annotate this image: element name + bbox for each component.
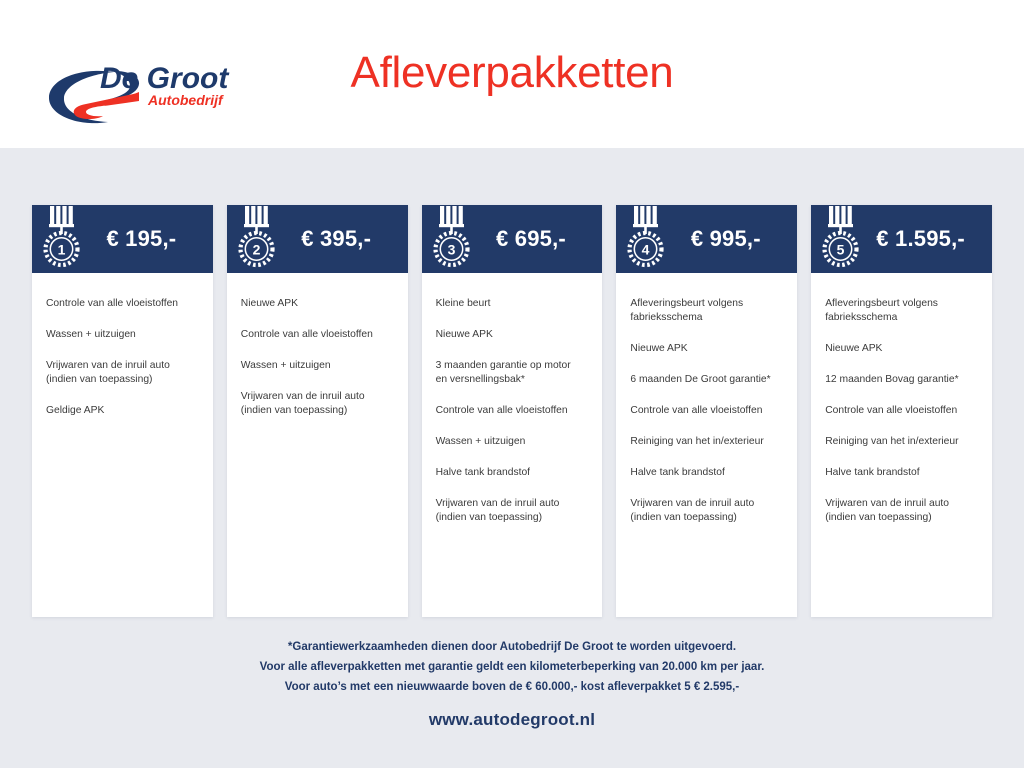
package-card-grid: 1 € 195,- Controle van alle vloeistoffen… xyxy=(32,205,992,617)
feature-item: Vrijwaren van de inruil auto (indien van… xyxy=(630,498,755,523)
feature-item: Nieuwe APK xyxy=(435,329,493,340)
footer-notes: *Garantiewerkzaamheden dienen door Autob… xyxy=(0,637,1024,697)
footer-note-line: Voor alle afleverpakketten met garantie … xyxy=(259,661,765,673)
feature-item: Nieuwe APK xyxy=(630,343,688,354)
package-card[interactable]: 1 € 195,- Controle van alle vloeistoffen… xyxy=(32,205,213,617)
feature-item: 12 maanden Bovag garantie* xyxy=(825,374,959,385)
package-feature-list: Controle van alle vloeistoffen Wassen + … xyxy=(32,273,213,617)
feature-item: Vrijwaren van de inruil auto (indien van… xyxy=(46,360,170,385)
feature-item: Controle van alle vloeistoffen xyxy=(630,405,763,416)
package-card[interactable]: 5 € 1.595,- Afleveringsbeurt volgens fab… xyxy=(811,205,992,617)
website-url[interactable]: www.autodegroot.nl xyxy=(428,710,596,729)
feature-item: Controle van alle vloeistoffen xyxy=(825,405,958,416)
de-groot-logo: De Groot Autobedrijf xyxy=(40,48,250,128)
medal-icon: 2 xyxy=(235,206,279,268)
feature-item: Controle van alle vloeistoffen xyxy=(240,329,373,340)
package-card-header: 5 € 1.595,- xyxy=(811,205,992,273)
feature-item: Reiniging van het in/exterieur xyxy=(630,436,764,447)
package-feature-list: Nieuwe APK Controle van alle vloeistoffe… xyxy=(227,273,408,617)
package-price: € 1.595,- xyxy=(876,226,965,251)
feature-item: Halve tank brandstof xyxy=(435,467,531,478)
feature-item: Nieuwe APK xyxy=(825,343,883,354)
feature-item: Reiniging van het in/exterieur xyxy=(825,436,959,447)
logo-wordmark-degroot: De Groot xyxy=(100,62,230,95)
feature-item: Wassen + uitzuigen xyxy=(435,436,526,447)
medal-icon: 3 xyxy=(430,206,474,268)
footer-note-line: Voor auto’s met een nieuwwaarde boven de… xyxy=(284,681,740,693)
feature-item: Kleine beurt xyxy=(435,298,491,309)
package-card[interactable]: 3 € 695,- Kleine beurt Nieuwe APK 3 maan… xyxy=(421,205,603,617)
package-price: € 395,- xyxy=(301,226,372,251)
header-bar: De Groot Autobedrijf Afleverpakketten xyxy=(0,0,1024,148)
package-price: € 195,- xyxy=(106,226,177,251)
medal-number: 5 xyxy=(837,242,845,258)
feature-item: Vrijwaren van de inruil auto (indien van… xyxy=(825,498,950,523)
medal-number: 3 xyxy=(447,242,455,258)
footer-note-line: *Garantiewerkzaamheden dienen door Autob… xyxy=(287,641,737,653)
feature-item: Vrijwaren van de inruil auto (indien van… xyxy=(435,498,560,523)
package-card-header: 1 € 195,- xyxy=(32,205,213,273)
feature-item: Geldige APK xyxy=(46,405,105,416)
logo-swoosh-red xyxy=(73,92,139,119)
content-band: 1 € 195,- Controle van alle vloeistoffen… xyxy=(0,148,1024,768)
medal-number: 2 xyxy=(252,242,260,258)
feature-item: Halve tank brandstof xyxy=(630,467,725,478)
logo-wordmark-autobedrijf: Autobedrijf xyxy=(147,92,224,108)
feature-item: Controle van alle vloeistoffen xyxy=(46,298,179,309)
package-card-header: 2 € 395,- xyxy=(226,205,408,273)
feature-item: Afleveringsbeurt volgens fabrieksschema xyxy=(630,298,744,323)
package-feature-list: Kleine beurt Nieuwe APK 3 maanden garant… xyxy=(422,273,603,617)
feature-item: Halve tank brandstof xyxy=(825,467,920,478)
package-feature-list: Afleveringsbeurt volgens fabrieksschema … xyxy=(616,273,797,617)
package-card[interactable]: 4 € 995,- Afleveringsbeurt volgens fabri… xyxy=(616,205,798,617)
feature-item: Nieuwe APK xyxy=(240,298,299,309)
package-price: € 995,- xyxy=(690,226,761,251)
package-card-header: 3 € 695,- xyxy=(421,205,603,273)
medal-icon: 5 xyxy=(819,206,863,268)
medal-icon: 4 xyxy=(624,206,668,268)
medal-number: 4 xyxy=(642,242,650,258)
package-feature-list: Afleveringsbeurt volgens fabrieksschema … xyxy=(811,273,992,617)
feature-item: 3 maanden garantie op motor en versnelli… xyxy=(435,360,571,385)
package-card-header: 4 € 995,- xyxy=(616,205,798,273)
medal-icon: 1 xyxy=(40,206,84,268)
feature-item: Vrijwaren van de inruil auto (indien van… xyxy=(240,391,365,416)
feature-item: Wassen + uitzuigen xyxy=(240,360,331,371)
feature-item: Afleveringsbeurt volgens fabrieksschema xyxy=(825,298,938,323)
feature-item: 6 maanden De Groot garantie* xyxy=(630,374,771,385)
feature-item: Wassen + uitzuigen xyxy=(46,329,136,340)
medal-number: 1 xyxy=(58,242,66,258)
logo-swoosh-navy xyxy=(48,70,140,124)
page-title: Afleverpakketten xyxy=(350,48,674,97)
package-card[interactable]: 2 € 395,- Nieuwe APK Controle van alle v… xyxy=(226,205,408,617)
package-price: € 695,- xyxy=(496,226,566,251)
feature-item: Controle van alle vloeistoffen xyxy=(435,405,568,416)
